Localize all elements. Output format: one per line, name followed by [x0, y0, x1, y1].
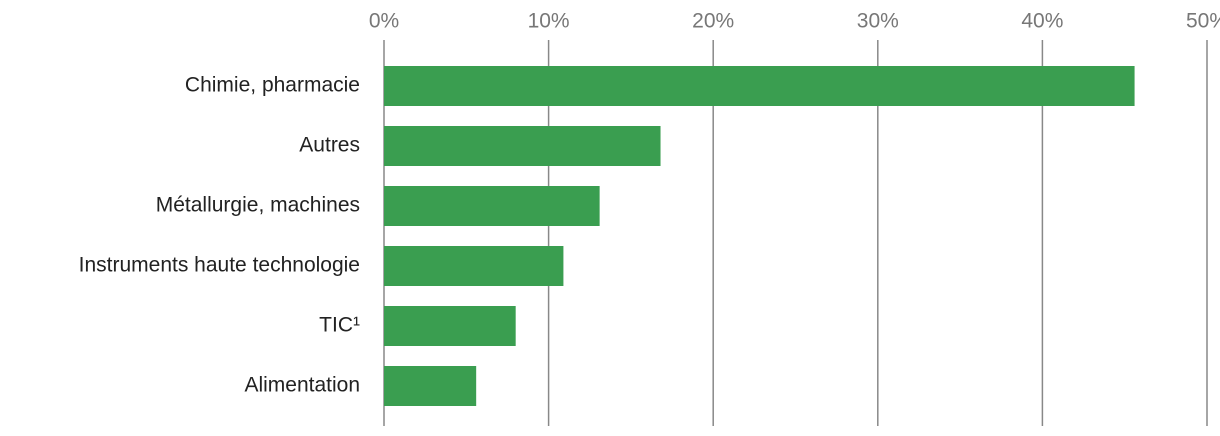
y-tick-label: Chimie, pharmacie: [185, 74, 360, 97]
bar: [384, 246, 564, 286]
x-tick-label: 40%: [1021, 10, 1063, 33]
x-tick-label: 20%: [692, 10, 734, 33]
x-tick-label: 0%: [369, 10, 399, 33]
bar: [384, 186, 600, 226]
bar: [384, 126, 661, 166]
x-tick-label: 10%: [528, 10, 570, 33]
x-tick-label: 50%: [1186, 10, 1220, 33]
bar: [384, 306, 516, 346]
bar: [384, 366, 477, 406]
y-tick-label: Instruments haute technologie: [79, 254, 360, 277]
y-tick-label: TIC¹: [319, 314, 360, 337]
bar: [384, 66, 1135, 106]
y-tick-label: Autres: [299, 134, 360, 157]
x-tick-label: 30%: [857, 10, 899, 33]
y-tick-label: Alimentation: [244, 374, 360, 397]
y-tick-label: Métallurgie, machines: [156, 194, 360, 217]
